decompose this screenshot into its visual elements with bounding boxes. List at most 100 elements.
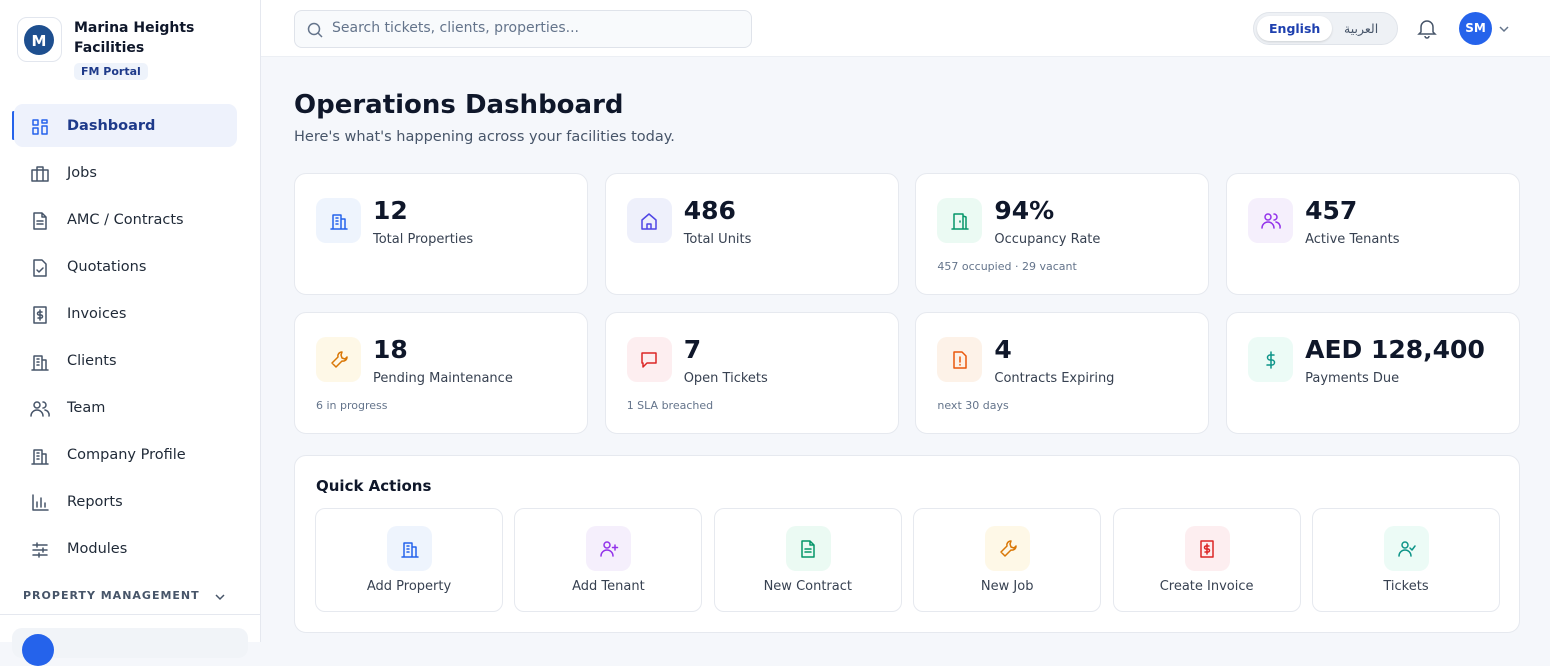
stat-card: 12 Total Properties xyxy=(294,173,588,295)
nav-item[interactable]: Team xyxy=(14,386,237,429)
notifications[interactable] xyxy=(1417,18,1437,39)
stat-label: Total Properties xyxy=(373,232,474,247)
quick-action[interactable]: Tickets xyxy=(1312,508,1500,612)
nav-section[interactable]: PROPERTY MANAGEMENT xyxy=(23,589,200,602)
quick-actions: Quick Actions Add Property Add Tenant New C… xyxy=(294,455,1520,633)
icon xyxy=(400,541,419,558)
stat-card: 7 Open Tickets 1 SLA breached xyxy=(604,312,899,434)
icon xyxy=(33,306,47,324)
nav-label: Clients xyxy=(67,352,117,369)
icon xyxy=(1200,539,1214,558)
stat-card: 457 Active Tenants xyxy=(1226,173,1521,295)
icon xyxy=(31,166,49,182)
quick-action[interactable]: New Job xyxy=(913,508,1102,612)
nav-item[interactable]: Modules xyxy=(14,527,237,570)
stat-label: Pending Maintenance xyxy=(373,371,513,386)
stat-note: next 30 days xyxy=(937,399,1009,412)
icon-box xyxy=(937,337,983,382)
quick-action-label: Tickets xyxy=(1383,579,1429,594)
nav-label: Quotations xyxy=(67,258,147,275)
quick-action-label: Create Invoice xyxy=(1159,579,1254,594)
page-subtitle: Here's what's happening across your faci… xyxy=(294,129,675,145)
stat-note: 1 SLA breached xyxy=(626,399,714,412)
search-placeholder: Search tickets, clients, properties... xyxy=(332,20,579,36)
stat-value: 4 xyxy=(994,335,1012,364)
quick-action[interactable]: Add Tenant xyxy=(514,508,703,612)
brand-name: Marina Heights Facilities xyxy=(74,20,195,56)
nav-label: Modules xyxy=(67,540,128,557)
quick-action-label: New Contract xyxy=(763,579,852,594)
svg-text:M: M xyxy=(32,32,47,50)
page-title: Operations Dashboard xyxy=(294,90,624,120)
nav-label: AMC / Contracts xyxy=(67,211,184,228)
stat-card: 94% Occupancy Rate 457 occupied · 29 vacan… xyxy=(915,173,1210,295)
active-indicator xyxy=(12,111,15,140)
nav-item[interactable]: Dashboard xyxy=(14,104,237,147)
nav-label: Jobs xyxy=(67,164,97,181)
nav-item[interactable]: Reports xyxy=(14,480,237,523)
stat-card: AED 128,400 Payments Due xyxy=(1226,312,1521,434)
quick-action[interactable]: New Contract xyxy=(713,508,902,612)
icon xyxy=(1260,212,1281,229)
user-avatar[interactable]: SM xyxy=(1459,12,1492,45)
icon xyxy=(33,259,47,277)
stat-value: AED 128,400 xyxy=(1305,335,1485,364)
user-card[interactable] xyxy=(12,628,248,666)
icon xyxy=(33,212,47,230)
stat-card: 4 Contracts Expiring next 30 days xyxy=(915,312,1210,434)
stat-label: Active Tenants xyxy=(1305,232,1400,247)
stat-label: Total Units xyxy=(683,232,752,247)
nav-item[interactable]: Jobs xyxy=(14,151,237,194)
search-box[interactable]: Search tickets, clients, properties... xyxy=(294,10,752,48)
lang-option[interactable]: English xyxy=(1257,16,1333,41)
icon-box xyxy=(1384,526,1429,571)
quick-action-label: Add Tenant xyxy=(572,579,645,594)
nav-label: Invoices xyxy=(67,305,127,322)
icon-box xyxy=(1248,337,1294,382)
nav-item[interactable]: AMC / Contracts xyxy=(14,198,237,241)
stat-label: Open Tickets xyxy=(683,371,768,386)
stat-note: 6 in progress xyxy=(316,399,388,412)
icon xyxy=(1397,540,1416,557)
stat-value: 94% xyxy=(994,196,1055,225)
stat-value: 7 xyxy=(683,335,702,364)
stat-value: 457 xyxy=(1305,196,1358,225)
icon-box xyxy=(626,198,672,243)
icon xyxy=(31,355,49,371)
stat-label: Occupancy Rate xyxy=(994,232,1101,247)
icon xyxy=(641,351,657,368)
chevron xyxy=(215,594,225,601)
icon-box xyxy=(316,198,361,243)
nav-item[interactable]: Invoices xyxy=(14,292,237,335)
nav-item[interactable]: Quotations xyxy=(14,245,237,288)
nav-item[interactable]: Company Profile xyxy=(14,433,237,476)
icon-box xyxy=(1248,198,1294,243)
nav-label: Company Profile xyxy=(67,446,186,463)
icon xyxy=(30,401,50,417)
stat-label: Payments Due xyxy=(1305,371,1400,386)
stat-value: 486 xyxy=(683,196,736,225)
language-toggle: English العربية xyxy=(1253,12,1398,45)
icon-box xyxy=(785,526,831,571)
icon-box xyxy=(387,526,432,571)
divider xyxy=(0,614,261,615)
icon-box xyxy=(586,526,632,571)
nav-label: Dashboard xyxy=(67,117,156,134)
quick-action[interactable]: Add Property xyxy=(315,508,503,612)
icon xyxy=(953,350,967,369)
stat-card: 18 Pending Maintenance 6 in progress xyxy=(294,312,588,434)
icon-box xyxy=(1184,526,1230,571)
section-title: Quick Actions xyxy=(316,477,432,495)
icon xyxy=(1265,350,1275,369)
icon xyxy=(32,119,48,135)
topbar: Search tickets, clients, properties... E… xyxy=(261,0,1550,57)
stat-value: 18 xyxy=(373,335,408,364)
logo: M xyxy=(17,17,62,62)
icon xyxy=(801,539,816,558)
icon xyxy=(330,350,348,368)
quick-action[interactable]: Create Invoice xyxy=(1112,508,1301,612)
lang-option[interactable]: العربية xyxy=(1344,21,1379,36)
icon-box xyxy=(626,337,672,382)
quick-action-label: New Job xyxy=(980,579,1034,594)
nav-item[interactable]: Clients xyxy=(14,339,237,382)
